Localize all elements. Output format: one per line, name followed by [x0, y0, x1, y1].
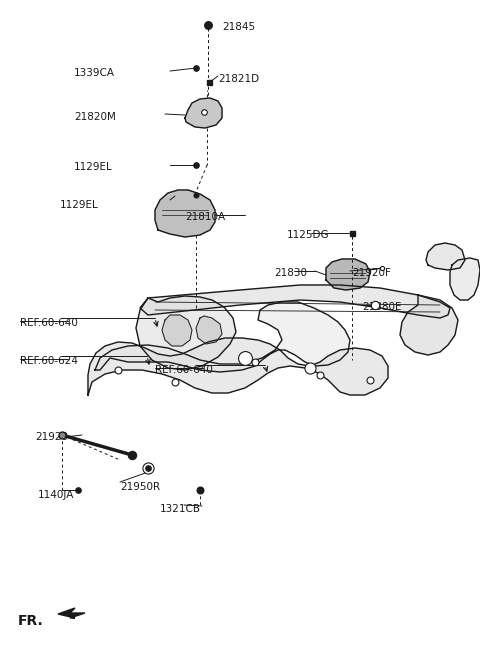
Text: 1321CB: 1321CB — [160, 504, 201, 514]
Text: REF.60-640: REF.60-640 — [20, 318, 78, 328]
Text: 21810A: 21810A — [185, 212, 225, 222]
Polygon shape — [326, 259, 370, 290]
Text: FR.: FR. — [18, 614, 44, 628]
Polygon shape — [136, 296, 236, 370]
Text: 1129EL: 1129EL — [60, 200, 99, 210]
Polygon shape — [450, 258, 480, 300]
Bar — [206, 80, 212, 84]
Text: 21950R: 21950R — [120, 482, 160, 492]
Polygon shape — [88, 338, 388, 395]
Polygon shape — [95, 302, 350, 372]
Bar — [349, 231, 355, 235]
Text: 21820M: 21820M — [74, 112, 116, 122]
Polygon shape — [196, 316, 222, 344]
Polygon shape — [140, 285, 450, 318]
Text: 21880E: 21880E — [362, 302, 401, 312]
Text: 21821D: 21821D — [218, 74, 259, 84]
Polygon shape — [155, 190, 215, 237]
Polygon shape — [162, 315, 192, 346]
Text: 21845: 21845 — [222, 22, 255, 32]
Polygon shape — [426, 243, 465, 270]
Polygon shape — [400, 295, 458, 355]
Text: 1140JA: 1140JA — [38, 490, 74, 500]
Text: 1339CA: 1339CA — [74, 68, 115, 78]
Polygon shape — [185, 98, 222, 128]
Text: REF.60-640: REF.60-640 — [155, 365, 213, 375]
Text: REF.60-624: REF.60-624 — [20, 356, 78, 366]
Polygon shape — [58, 608, 85, 618]
Text: 1129EL: 1129EL — [74, 162, 113, 172]
Text: 21830: 21830 — [274, 268, 307, 278]
Text: 1125DG: 1125DG — [287, 230, 330, 240]
Text: 21920F: 21920F — [352, 268, 391, 278]
Text: 21920: 21920 — [35, 432, 68, 442]
